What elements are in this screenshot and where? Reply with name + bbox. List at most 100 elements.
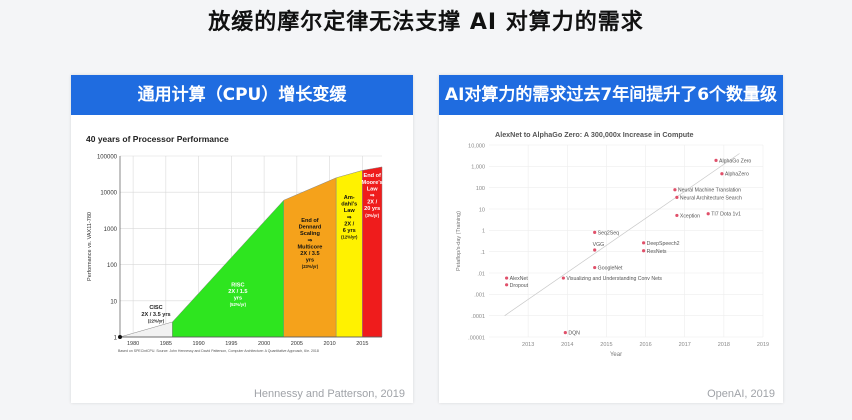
- cpu-card: 通用计算（CPU）增长变缓 40 years of Processor Perf…: [71, 75, 413, 403]
- data-point-googlenet: [593, 265, 597, 270]
- data-label-seq2seq: Seq2Seq: [598, 230, 619, 236]
- y-tick-label: 10: [110, 299, 117, 305]
- region-label-line: 2X / 1.5: [228, 289, 247, 295]
- region-label-cisc: CISC 2X / 3.5 yrs (22%/yr): [141, 305, 170, 324]
- data-label-neural-machine-translation: Neural Machine Translation: [678, 188, 741, 194]
- y-tick-label: 1,000: [471, 165, 485, 171]
- data-point-ti7-dota-1v1: [706, 212, 710, 216]
- ai-compute-card: AI对算力的需求过去7年间提升了6个数量级 AlexNet to AlphaGo…: [439, 75, 783, 403]
- region-label-line: RISC: [231, 282, 244, 288]
- region-label-line: Moore's: [362, 180, 383, 186]
- y-tick-label: 100: [107, 263, 118, 269]
- data-label-googlenet: GoogleNet: [598, 266, 623, 272]
- y-axis-label: Petaflop/s-day (Training): [456, 211, 462, 271]
- data-point-vgg: [593, 248, 597, 252]
- page-title: 放缓的摩尔定律无法支撑 AI 对算力的需求: [208, 10, 644, 35]
- data-point-deepspeech2: [642, 241, 646, 245]
- data-label-alexnet: AlexNet: [510, 276, 529, 282]
- region-label-line: Am-: [344, 195, 355, 201]
- data-label-visualizing-and-understanding-conv-nets: Visualizing and Understanding Conv Nets: [566, 276, 662, 282]
- data-label-resnets: ResNets: [647, 249, 667, 255]
- data-point-alphazero: [720, 172, 724, 176]
- region-label-line: 6 yrs: [343, 228, 356, 234]
- y-tick-label: 100000: [97, 155, 118, 161]
- y-tick-label: 10,000: [468, 143, 485, 149]
- region-cisc: [119, 321, 173, 338]
- region-label-line: yrs: [306, 258, 314, 264]
- x-tick-label: 2017: [679, 342, 691, 348]
- data-point-visualizing-and-understanding-conv-nets: [561, 276, 565, 280]
- data-label-deepspeech2: DeepSpeech2: [647, 241, 680, 247]
- y-tick-label: .01: [477, 271, 485, 277]
- region-label-line: (52%/yr): [230, 302, 247, 307]
- y-tick-label: .0001: [471, 314, 485, 320]
- x-tick-label: 2013: [522, 342, 534, 348]
- x-axis-label: Year: [610, 352, 622, 358]
- start-point: [118, 335, 122, 339]
- region-label-amdahl: Am-dahl's Law ⇒ 2X /6 yrs (12%/yr): [341, 195, 358, 240]
- y-tick-label: 10000: [100, 191, 117, 197]
- cpu-card-header: 通用计算（CPU）增长变缓: [71, 75, 413, 115]
- data-point-neural-architecture-search: [675, 195, 679, 199]
- region-label-line: 2X /: [367, 200, 377, 206]
- region-label-line: Dennard: [299, 225, 322, 231]
- data-point-alexnet: [505, 276, 509, 280]
- region-label-line: 2X / 3.5: [300, 251, 319, 257]
- x-tick-label: 2018: [718, 342, 730, 348]
- region-label-line: 20 yrs: [364, 206, 380, 212]
- ai-card-header: AI对算力的需求过去7年间提升了6个数量级: [439, 75, 783, 115]
- chart-footnote: Based on SPECintCPU. Source: John Hennes…: [118, 349, 319, 353]
- region-label-line: Law: [344, 208, 356, 214]
- cpu-card-caption: Hennessy and Patterson, 2019: [253, 388, 405, 400]
- data-point-xception: [675, 213, 679, 218]
- region-label-line: ⇒: [347, 215, 352, 221]
- x-tick-label: 1995: [225, 341, 237, 347]
- region-label-line: End of: [301, 218, 319, 224]
- y-tick-label: 100: [476, 186, 485, 192]
- chart-title: 40 years of Processor Performance: [86, 134, 229, 144]
- data-label-alphazero: AlphaZero: [725, 172, 749, 178]
- y-tick-label: 1000: [104, 227, 118, 233]
- data-label-xception: Xception: [680, 213, 700, 219]
- x-tick-label: 2019: [757, 342, 769, 348]
- data-label-dropout: Dropout: [510, 283, 529, 289]
- y-tick-label: 1: [114, 336, 118, 342]
- x-tick-label: 2000: [258, 341, 270, 347]
- region-label-line: ⇒: [308, 238, 313, 244]
- region-label-line: CISC: [149, 305, 162, 311]
- region-label-moore: End of Moore's Law ⇒ 2X /20 yrs (3%/yr): [362, 173, 383, 218]
- data-point-resnets: [642, 249, 646, 253]
- region-label-line: 2X /: [344, 221, 354, 227]
- region-label-line: dahl's: [341, 202, 357, 208]
- ai-compute-chart: AlexNet to AlphaGo Zero: A 300,000x Incr…: [453, 127, 771, 365]
- region-label-dennard: End of Dennard Scaling ⇒ Multicore 2X / 3.5 yr…: [298, 218, 323, 269]
- region-label-risc: RISC 2X / 1.5 yrs (52%/yr): [228, 282, 247, 307]
- region-label-line: Law: [367, 186, 379, 192]
- region-label-line: 2X / 3.5 yrs: [141, 312, 170, 318]
- data-point-dropout: [505, 283, 509, 287]
- region-label-line: (23%/yr): [302, 264, 319, 269]
- ai-card-caption: OpenAI, 2019: [707, 388, 775, 400]
- x-tick-label: 2010: [323, 341, 335, 347]
- x-tick-label: 2014: [561, 342, 573, 348]
- x-tick-label: 1990: [192, 341, 204, 347]
- region-label-line: (22%/yr): [148, 318, 165, 323]
- x-tick-label: 2015: [600, 342, 612, 348]
- chart-title: AlexNet to AlphaGo Zero: A 300,000x Incr…: [495, 130, 694, 139]
- data-label-alphago-zero: AlphaGo Zero: [719, 158, 751, 164]
- x-tick-label: 1985: [160, 341, 172, 347]
- region-label-line: Multicore: [298, 244, 323, 250]
- data-point-alphago-zero: [714, 158, 718, 162]
- y-axis-label: Performance vs. VAX11-780: [87, 212, 93, 281]
- region-risc: [172, 199, 284, 338]
- y-tick-label: 1: [482, 229, 485, 235]
- data-label-ti7-dota-1v1: TI7 Dota 1v1: [711, 212, 741, 218]
- region-label-line: ⇒: [370, 193, 375, 199]
- y-tick-label: 10: [479, 207, 485, 213]
- x-tick-label: 2016: [639, 342, 651, 348]
- trend-line: [504, 153, 740, 316]
- region-label-line: (12%/yr): [341, 235, 358, 240]
- x-tick-label: 2015: [356, 341, 368, 347]
- region-label-line: yrs: [234, 296, 242, 302]
- data-label-dqn: DQN: [568, 331, 580, 337]
